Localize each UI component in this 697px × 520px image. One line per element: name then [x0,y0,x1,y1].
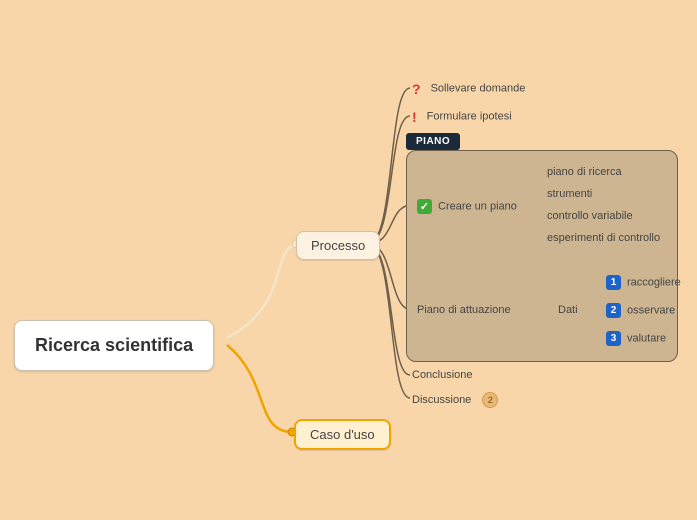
node-piano-ricerca[interactable]: piano di ricerca [547,166,622,178]
num-2-icon: 2 [606,303,621,318]
panel-tag-text: PIANO [416,136,450,147]
node-raccogliere[interactable]: 1 raccogliere [606,275,681,290]
lbl-c2: strumenti [547,188,592,200]
node-attuazione[interactable]: Piano di attuazione [417,304,511,316]
root-label: Ricerca scientifica [35,335,193,355]
num-3-icon: 3 [606,331,621,346]
node-discussione[interactable]: Discussione 2 [412,392,498,408]
question-icon: ? [412,81,421,96]
processo-label: Processo [311,238,365,253]
node-esperimenti[interactable]: esperimenti di controllo [547,232,660,244]
node-sollevare[interactable]: ? Sollevare domande [412,81,525,96]
lbl-c4: esperimenti di controllo [547,232,660,244]
conclusione-label: Conclusione [412,369,473,381]
formulare-label: Formulare ipotesi [427,110,512,122]
node-strumenti[interactable]: strumenti [547,188,592,200]
node-caso-duso[interactable]: Caso d'uso [294,419,391,450]
node-valutare[interactable]: 3 valutare [606,331,666,346]
lbl-c1: piano di ricerca [547,166,622,178]
num-1-icon: 1 [606,275,621,290]
discussione-label: Discussione [412,394,471,406]
lbl-s2: osservare [627,304,675,316]
lbl-c3: controllo variabile [547,210,633,222]
node-creare[interactable]: ✓ Creare un piano [417,199,517,214]
discussion-count-badge: 2 [482,392,498,408]
attuazione-label: Piano di attuazione [417,304,511,316]
node-controllo-var[interactable]: controllo variabile [547,210,633,222]
exclaim-icon: ! [412,109,417,124]
check-icon: ✓ [417,199,432,214]
lbl-s3: valutare [627,332,666,344]
creare-label: Creare un piano [438,200,517,212]
root-node[interactable]: Ricerca scientifica [14,320,214,371]
panel-tag: PIANO [406,133,460,150]
sollevare-label: Sollevare domande [431,82,526,94]
node-conclusione[interactable]: Conclusione [412,369,473,381]
node-osservare[interactable]: 2 osservare [606,303,675,318]
node-formulare[interactable]: ! Formulare ipotesi [412,109,512,124]
lbl-s1: raccogliere [627,276,681,288]
node-processo[interactable]: Processo [296,231,380,260]
dati-label: Dati [558,304,578,316]
caso-label: Caso d'uso [310,427,375,442]
node-dati[interactable]: Dati [558,304,578,316]
